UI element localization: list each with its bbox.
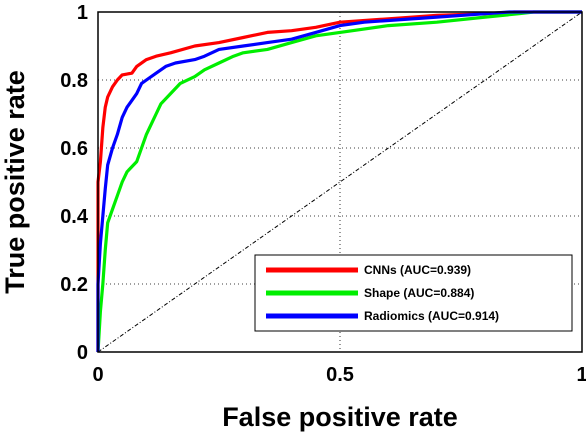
series-line-radiomics [96, 10, 582, 352]
plot-frame [97, 11, 583, 353]
x-tick-label: 1 [576, 364, 586, 386]
legend-label-radiomics: Radiomics (AUC=0.914) [364, 309, 499, 323]
y-axis-title: True positive rate [0, 70, 30, 294]
x-tick-label: 0.5 [326, 364, 354, 386]
y-tick-label: 0 [77, 342, 88, 364]
grid [98, 12, 582, 352]
x-axis-title: False positive rate [222, 402, 458, 432]
y-tick-label: 0.4 [60, 206, 89, 228]
series-group [96, 10, 582, 353]
y-tick-label: 0.8 [60, 70, 88, 92]
series-line-cnns [96, 10, 582, 352]
legend: CNNs (AUC=0.939) Shape (AUC=0.884) Radiomi… [254, 254, 573, 332]
y-tick-label: 0.2 [60, 274, 88, 296]
tick-labels: 0 0.5 1 0 0.2 0.4 0.6 0.8 1 [60, 2, 586, 386]
legend-label-cnns: CNNs (AUC=0.939) [364, 263, 471, 277]
y-tick-label: 1 [77, 2, 88, 24]
y-tick-label: 0.6 [60, 138, 88, 160]
chance-diagonal-line [97, 11, 583, 353]
x-tick-label: 0 [92, 364, 103, 386]
series-line-shape [96, 10, 582, 353]
legend-label-shape: Shape (AUC=0.884) [364, 286, 474, 300]
